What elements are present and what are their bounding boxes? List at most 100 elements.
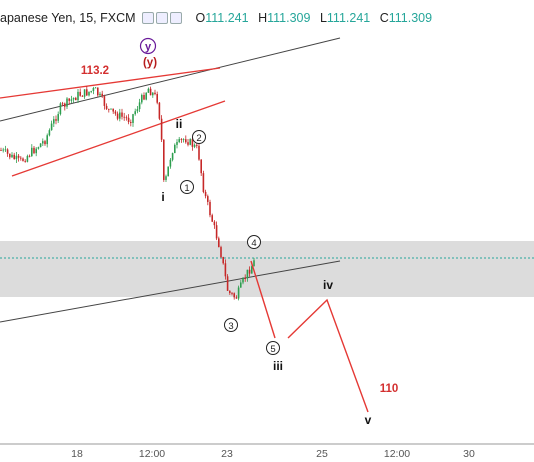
candle-body xyxy=(108,108,110,110)
candle-body xyxy=(17,155,20,158)
chart-legend: apanese Yen, 15, FXCM O111.241 H111.309 … xyxy=(0,8,432,28)
candle-body xyxy=(176,142,178,145)
candle-body xyxy=(121,112,123,117)
candle-body xyxy=(154,92,156,94)
candle-body xyxy=(90,91,92,92)
candle-body xyxy=(105,105,108,109)
candle-body xyxy=(68,98,70,101)
ohlc-low-key: L xyxy=(319,11,327,25)
sub-wave-1-circle xyxy=(180,180,194,194)
label-113-2: 113.2 xyxy=(81,65,109,77)
candle-body xyxy=(200,159,202,174)
close-icon[interactable] xyxy=(169,12,182,24)
candle-body xyxy=(94,87,97,89)
candle-body xyxy=(226,276,229,291)
candle-body xyxy=(149,88,152,96)
candle-body xyxy=(112,108,114,112)
candle-body xyxy=(61,103,64,105)
candle-body xyxy=(39,143,42,148)
candle-body xyxy=(165,176,167,180)
candle-body xyxy=(53,119,55,124)
candle-body xyxy=(141,94,143,103)
wave-y-circle xyxy=(139,37,157,55)
sub-wave-3-circle xyxy=(224,318,238,332)
candle-body xyxy=(242,278,244,283)
ohlc-close-value: 111.309 xyxy=(388,11,433,25)
candle-body xyxy=(248,269,251,274)
candle-body xyxy=(240,282,242,288)
candle-body xyxy=(24,160,26,162)
sub-wave-1-label: 1 xyxy=(184,183,189,194)
candle-body xyxy=(167,166,169,177)
candle-body xyxy=(4,149,7,151)
candle-body xyxy=(207,196,209,202)
red-resistance-line xyxy=(0,67,221,99)
ohlc-open-key: O xyxy=(195,11,206,25)
candle-body xyxy=(130,122,132,123)
candle-body xyxy=(44,141,46,145)
candle-body xyxy=(180,139,183,140)
sub-wave-5-label: 5 xyxy=(270,344,275,355)
sub-wave-2-circle xyxy=(192,130,206,144)
x-tick-30: 30 xyxy=(463,448,475,460)
candle-body xyxy=(244,278,246,279)
candle-body xyxy=(55,119,57,121)
candle-body xyxy=(213,221,216,226)
candle-body xyxy=(193,144,196,147)
candle-body xyxy=(46,135,48,145)
ohlc-low-value: 111.241 xyxy=(326,11,371,25)
candle-body xyxy=(209,201,211,216)
candle-body xyxy=(182,139,185,141)
label-110: 110 xyxy=(380,383,399,395)
candle-body xyxy=(132,114,134,123)
symbol-title: apanese Yen, 15, FXCM xyxy=(0,11,136,25)
candle-body xyxy=(81,95,84,97)
x-tick-23: 23 xyxy=(221,448,233,460)
candle-body xyxy=(50,123,53,131)
x-tick-25: 25 xyxy=(316,448,328,460)
candle-body xyxy=(2,149,4,151)
eye-icon[interactable] xyxy=(141,12,154,24)
candle-body xyxy=(218,238,220,248)
legend-buttons[interactable] xyxy=(141,12,182,24)
candle-body xyxy=(174,144,176,154)
candle-body xyxy=(237,287,240,299)
candle-body xyxy=(163,139,165,180)
candle-body xyxy=(152,92,154,96)
candle-body xyxy=(11,154,13,158)
candle-body xyxy=(70,99,73,101)
candle-body xyxy=(22,158,24,161)
candle-body xyxy=(156,93,158,103)
candle-body xyxy=(57,114,59,121)
sub-wave-4-circle xyxy=(247,235,261,249)
candle-body xyxy=(145,92,147,100)
wave-i-label: i xyxy=(161,190,164,204)
candle-body xyxy=(79,91,81,96)
wave-iii-label: iii xyxy=(273,359,283,373)
candle-body xyxy=(215,225,218,239)
projection-wave-iv xyxy=(250,260,276,339)
candle-body xyxy=(72,97,75,100)
x-tick-1200-b: 12:00 xyxy=(384,448,410,460)
candle-body xyxy=(178,139,180,143)
candle-body xyxy=(35,148,37,154)
wave-y-paren-label: (y) xyxy=(143,57,157,69)
candle-body xyxy=(92,88,95,92)
candle-body xyxy=(110,108,112,110)
lower-channel-line xyxy=(0,260,341,323)
candle-body xyxy=(198,145,200,160)
candle-body xyxy=(158,102,161,119)
candle-body xyxy=(64,103,66,107)
sub-wave-5-circle xyxy=(266,341,280,355)
candle-body xyxy=(86,89,88,96)
red-support-line xyxy=(11,100,226,177)
candle-body xyxy=(231,293,233,294)
sub-wave-4-label: 4 xyxy=(251,238,256,249)
candle-body xyxy=(97,87,99,96)
ohlc-high-value: 111.309 xyxy=(267,11,311,25)
candle-body xyxy=(77,91,79,101)
candle-body xyxy=(125,117,128,119)
candle-body xyxy=(211,215,213,222)
gear-icon[interactable] xyxy=(155,12,168,24)
